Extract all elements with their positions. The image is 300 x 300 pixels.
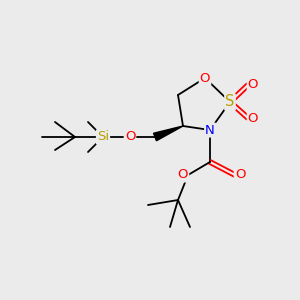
Text: O: O: [200, 71, 210, 85]
Polygon shape: [154, 126, 183, 141]
Text: O: O: [248, 79, 258, 92]
Text: O: O: [178, 169, 188, 182]
Text: O: O: [125, 130, 135, 143]
Text: Si: Si: [97, 130, 109, 143]
Text: S: S: [225, 94, 235, 110]
Text: N: N: [205, 124, 215, 136]
Text: O: O: [248, 112, 258, 124]
Text: O: O: [235, 169, 245, 182]
